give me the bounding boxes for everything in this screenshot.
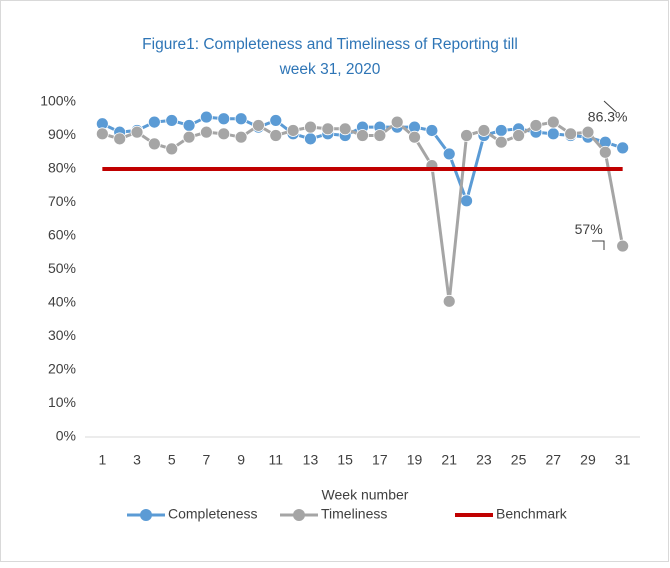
y-tick-label: 100% <box>40 93 76 109</box>
data-label: 57% <box>575 221 603 237</box>
x-tick-label: 23 <box>476 452 492 468</box>
data-point <box>442 147 456 161</box>
data-point <box>564 127 578 141</box>
data-point <box>95 127 109 141</box>
x-tick-label: 21 <box>441 452 457 468</box>
data-point <box>390 115 404 129</box>
chart-subtitle: week 31, 2020 <box>279 61 381 78</box>
y-tick-label: 70% <box>48 193 76 209</box>
data-point <box>529 119 543 132</box>
y-tick-label: 20% <box>48 361 76 377</box>
x-tick-label: 27 <box>545 452 561 468</box>
data-point <box>147 137 161 151</box>
data-point <box>217 127 231 141</box>
data-point <box>269 114 283 127</box>
x-tick-label: 7 <box>203 452 211 468</box>
y-tick-label: 10% <box>48 394 76 410</box>
data-point <box>200 110 213 124</box>
data-point <box>442 294 456 308</box>
data-point <box>147 115 161 129</box>
x-tick-label: 3 <box>133 452 141 468</box>
data-point <box>217 112 231 126</box>
data-point <box>425 124 439 137</box>
x-tick-label: 1 <box>98 452 106 468</box>
data-point <box>200 125 213 139</box>
data-point <box>182 130 196 144</box>
data-label: 86.3% <box>588 109 628 125</box>
y-tick-label: 0% <box>56 428 76 444</box>
data-point <box>321 122 335 136</box>
legend-label: Completeness <box>168 506 258 522</box>
x-tick-label: 13 <box>303 452 319 468</box>
data-point <box>408 130 421 144</box>
y-tick-label: 90% <box>48 126 76 142</box>
y-tick-label: 60% <box>48 227 76 243</box>
data-point <box>616 239 630 253</box>
data-point <box>130 125 144 139</box>
x-tick-label: 5 <box>168 452 176 468</box>
legend-label: Benchmark <box>496 506 568 522</box>
x-tick-label: 29 <box>580 452 596 468</box>
data-point <box>338 122 352 136</box>
data-point <box>304 120 317 134</box>
leader-line <box>592 240 605 250</box>
data-point <box>182 119 196 132</box>
x-tick-label: 19 <box>407 452 423 468</box>
x-tick-label: 25 <box>511 452 527 468</box>
data-point <box>113 132 127 146</box>
leader-line <box>603 100 617 113</box>
data-point <box>252 119 265 132</box>
data-point <box>356 129 369 142</box>
y-tick-label: 80% <box>48 160 76 176</box>
data-point <box>512 129 525 142</box>
data-point <box>373 129 387 142</box>
data-point <box>598 145 612 159</box>
x-tick-label: 31 <box>615 452 631 468</box>
x-tick-label: 9 <box>237 452 245 468</box>
data-point <box>165 142 179 156</box>
data-point <box>494 124 508 137</box>
legend-marker <box>140 509 152 521</box>
data-point <box>234 130 248 144</box>
data-point <box>234 112 248 126</box>
data-point <box>460 129 473 142</box>
y-tick-label: 30% <box>48 327 76 343</box>
data-point <box>494 135 508 149</box>
x-tick-label: 15 <box>337 452 353 468</box>
data-point <box>286 124 300 137</box>
data-point <box>477 124 491 137</box>
data-point <box>269 129 283 142</box>
data-point <box>304 132 317 146</box>
data-point <box>546 127 560 141</box>
legend-marker <box>293 509 305 521</box>
legend-label: Timeliness <box>321 506 387 522</box>
x-tick-label: 11 <box>269 452 284 468</box>
data-point <box>581 125 595 139</box>
data-point <box>165 114 179 127</box>
x-tick-label: 17 <box>372 452 388 468</box>
chart-title: Figure1: Completeness and Timeliness of … <box>142 36 518 53</box>
data-point <box>546 115 560 129</box>
data-point <box>460 194 473 208</box>
data-point <box>616 141 630 155</box>
y-tick-label: 40% <box>48 294 76 310</box>
x-axis-title: Week number <box>322 487 409 503</box>
y-tick-label: 50% <box>48 260 76 276</box>
